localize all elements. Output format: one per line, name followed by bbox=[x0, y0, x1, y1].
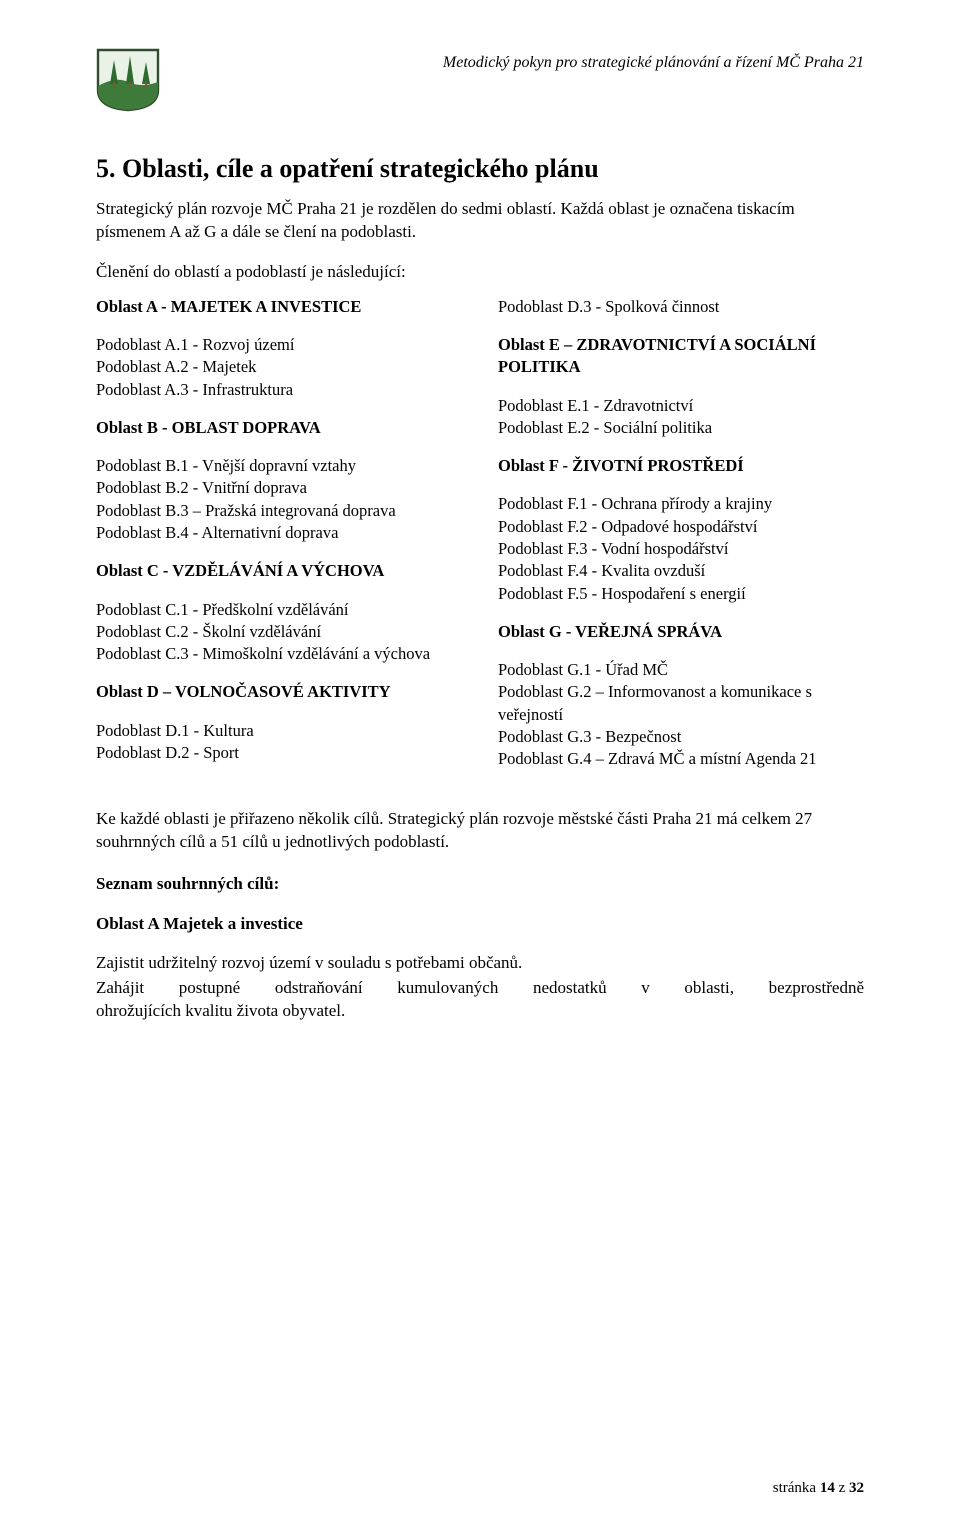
subarea-f3: Podoblast F.3 - Vodní hospodářství bbox=[498, 538, 864, 560]
summary-paragraph: Ke každé oblasti je přiřazeno několik cí… bbox=[96, 808, 864, 854]
area-a-goals: Zajistit udržitelný rozvoj území v soula… bbox=[96, 952, 864, 1023]
area-e-head: Oblast E – ZDRAVOTNICTVÍ A SOCIÁLNÍ POLI… bbox=[498, 334, 864, 379]
area-c: Oblast C - VZDĚLÁVÁNÍ A VÝCHOVA bbox=[96, 560, 462, 582]
subarea-c2: Podoblast C.2 - Školní vzdělávání bbox=[96, 621, 462, 643]
subarea-b2: Podoblast B.2 - Vnitřní doprava bbox=[96, 477, 462, 499]
section-subhead: Členění do oblastí a podoblastí je násle… bbox=[96, 262, 864, 282]
section-heading: 5. Oblasti, cíle a opatření strategickéh… bbox=[96, 154, 864, 184]
footer-prefix: stránka bbox=[773, 1480, 820, 1496]
document-title: Metodický pokyn pro strategické plánován… bbox=[174, 48, 864, 72]
subarea-f2: Podoblast F.2 - Odpadové hospodářství bbox=[498, 516, 864, 538]
area-f-head: Oblast F - ŽIVOTNÍ PROSTŘEDÍ bbox=[498, 455, 864, 477]
area-d-head: Oblast D – VOLNOČASOVÉ AKTIVITY bbox=[96, 681, 462, 703]
subarea-c3: Podoblast C.3 - Mimoškolní vzdělávání a … bbox=[96, 643, 462, 665]
area-a: Oblast A - MAJETEK A INVESTICE bbox=[96, 296, 462, 318]
goal-list-heading: Seznam souhrnných cílů: bbox=[96, 874, 864, 894]
subarea-b3: Podoblast B.3 – Pražská integrovaná dopr… bbox=[96, 500, 462, 522]
goal-line-1: Zajistit udržitelný rozvoj území v soula… bbox=[96, 952, 864, 975]
subarea-d3-block: Podoblast D.3 - Spolková činnost bbox=[498, 296, 864, 318]
area-c-items: Podoblast C.1 - Předškolní vzdělávání Po… bbox=[96, 599, 462, 666]
subarea-d1: Podoblast D.1 - Kultura bbox=[96, 720, 462, 742]
right-column: Podoblast D.3 - Spolková činnost Oblast … bbox=[498, 296, 864, 787]
page-footer: stránka 14 z 32 bbox=[773, 1480, 864, 1497]
area-e-items: Podoblast E.1 - Zdravotnictví Podoblast … bbox=[498, 395, 864, 440]
area-f-items: Podoblast F.1 - Ochrana přírody a krajin… bbox=[498, 493, 864, 604]
area-a-goals-heading: Oblast A Majetek a investice bbox=[96, 914, 864, 934]
area-a-head: Oblast A - MAJETEK A INVESTICE bbox=[96, 296, 462, 318]
footer-total: 32 bbox=[849, 1480, 864, 1496]
footer-page: 14 bbox=[820, 1480, 835, 1496]
subarea-d2: Podoblast D.2 - Sport bbox=[96, 742, 462, 764]
area-f: Oblast F - ŽIVOTNÍ PROSTŘEDÍ bbox=[498, 455, 864, 477]
area-e: Oblast E – ZDRAVOTNICTVÍ A SOCIÁLNÍ POLI… bbox=[498, 334, 864, 379]
section-number: 5. bbox=[96, 154, 116, 183]
area-b-items: Podoblast B.1 - Vnější dopravní vztahy P… bbox=[96, 455, 462, 544]
footer-mid: z bbox=[835, 1480, 849, 1496]
area-c-head: Oblast C - VZDĚLÁVÁNÍ A VÝCHOVA bbox=[96, 560, 462, 582]
subarea-f4: Podoblast F.4 - Kvalita ovzduší bbox=[498, 560, 864, 582]
subarea-e2: Podoblast E.2 - Sociální politika bbox=[498, 417, 864, 439]
subarea-c1: Podoblast C.1 - Předškolní vzdělávání bbox=[96, 599, 462, 621]
subarea-g4: Podoblast G.4 – Zdravá MČ a místní Agend… bbox=[498, 748, 864, 770]
crest-icon bbox=[96, 48, 160, 112]
areas-columns: Oblast A - MAJETEK A INVESTICE Podoblast… bbox=[96, 296, 864, 787]
subarea-g2: Podoblast G.2 – Informovanost a komunika… bbox=[498, 681, 864, 726]
section-intro: Strategický plán rozvoje MČ Praha 21 je … bbox=[96, 198, 864, 244]
area-g-items: Podoblast G.1 - Úřad MČ Podoblast G.2 – … bbox=[498, 659, 864, 770]
area-d-items: Podoblast D.1 - Kultura Podoblast D.2 - … bbox=[96, 720, 462, 765]
goal-line-2: Zahájit postupné odstraňování kumulovaný… bbox=[96, 977, 864, 1000]
subarea-g3: Podoblast G.3 - Bezpečnost bbox=[498, 726, 864, 748]
document-header: Metodický pokyn pro strategické plánován… bbox=[96, 48, 864, 112]
subarea-a1: Podoblast A.1 - Rozvoj území bbox=[96, 334, 462, 356]
goal-line-3: ohrožujících kvalitu života obyvatel. bbox=[96, 1000, 864, 1023]
area-b-head: Oblast B - OBLAST DOPRAVA bbox=[96, 417, 462, 439]
area-b: Oblast B - OBLAST DOPRAVA bbox=[96, 417, 462, 439]
subarea-g1: Podoblast G.1 - Úřad MČ bbox=[498, 659, 864, 681]
area-g: Oblast G - VEŘEJNÁ SPRÁVA bbox=[498, 621, 864, 643]
subarea-f1: Podoblast F.1 - Ochrana přírody a krajin… bbox=[498, 493, 864, 515]
subarea-f5: Podoblast F.5 - Hospodaření s energií bbox=[498, 583, 864, 605]
area-d: Oblast D – VOLNOČASOVÉ AKTIVITY bbox=[96, 681, 462, 703]
left-column: Oblast A - MAJETEK A INVESTICE Podoblast… bbox=[96, 296, 462, 787]
subarea-b4: Podoblast B.4 - Alternativní doprava bbox=[96, 522, 462, 544]
area-a-items: Podoblast A.1 - Rozvoj území Podoblast A… bbox=[96, 334, 462, 401]
subarea-a3: Podoblast A.3 - Infrastruktura bbox=[96, 379, 462, 401]
subarea-a2: Podoblast A.2 - Majetek bbox=[96, 356, 462, 378]
subarea-b1: Podoblast B.1 - Vnější dopravní vztahy bbox=[96, 455, 462, 477]
section-title-text: Oblasti, cíle a opatření strategického p… bbox=[122, 154, 599, 183]
subarea-e1: Podoblast E.1 - Zdravotnictví bbox=[498, 395, 864, 417]
area-g-head: Oblast G - VEŘEJNÁ SPRÁVA bbox=[498, 621, 864, 643]
subarea-d3: Podoblast D.3 - Spolková činnost bbox=[498, 296, 864, 318]
